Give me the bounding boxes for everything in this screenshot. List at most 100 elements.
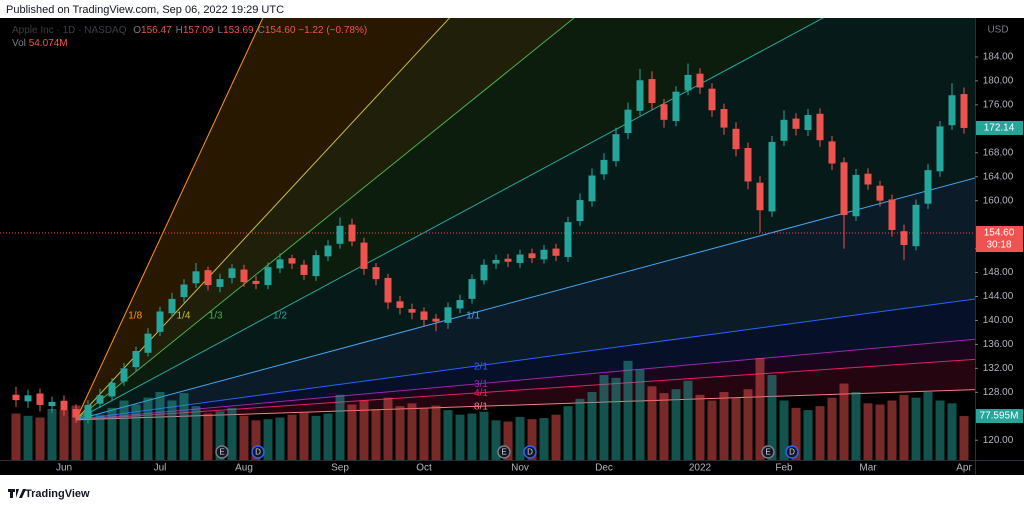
volume-bar	[11, 413, 21, 460]
y-tick-label: 164.00	[983, 171, 1014, 182]
x-tick-label: Jul	[154, 463, 167, 474]
volume-bar	[95, 414, 105, 460]
candle-body	[336, 225, 344, 244]
candle-body	[204, 270, 212, 286]
volume-bar	[323, 413, 333, 460]
volume-bar	[587, 392, 597, 460]
candle-body	[384, 277, 392, 303]
candle-body	[804, 115, 812, 130]
volume-bar	[407, 403, 417, 460]
candle-body	[900, 231, 908, 245]
volume-bar	[167, 400, 177, 460]
candle-body	[552, 248, 560, 256]
candle-body	[912, 204, 920, 247]
volume-bar	[815, 406, 825, 460]
change: −1.22 (−0.78%)	[298, 25, 368, 36]
candle-body	[864, 173, 872, 185]
candle-body	[300, 264, 308, 275]
y-tick-label: 184.00	[983, 52, 1014, 63]
volume-bar	[899, 394, 909, 460]
y-tick-label: 168.00	[983, 147, 1014, 158]
ohlc-key: O	[133, 25, 142, 36]
plot: 1/8 1/4 1/3 1/2 1/1 2/1 3/14/1 8/1	[0, 18, 975, 460]
volume-last-box	[976, 409, 1023, 424]
event-label: E	[501, 448, 506, 457]
candle-body	[396, 301, 404, 308]
volume-bar	[707, 400, 717, 460]
ohlc-key: H	[175, 25, 183, 36]
candle-body	[360, 242, 368, 269]
candle-body	[684, 74, 692, 91]
candle-body	[636, 80, 644, 111]
candle-body	[504, 258, 512, 262]
candle-body	[372, 267, 380, 280]
event-label: E	[765, 448, 770, 457]
event-label: D	[527, 448, 533, 457]
volume-bar	[107, 407, 117, 460]
x-tick-label: Apr	[956, 463, 972, 474]
volume-bar	[731, 397, 741, 460]
candle-body	[540, 249, 548, 260]
volume-bar	[191, 406, 201, 460]
candle-body	[156, 311, 164, 332]
volume-bar	[23, 415, 33, 460]
candle-body	[576, 200, 584, 222]
fan-label: 4/1	[474, 388, 488, 399]
fan-line	[75, 18, 575, 421]
last-price-label: 172.14	[984, 123, 1015, 134]
footer-logo	[8, 489, 26, 498]
x-tick-label: Dec	[595, 463, 613, 474]
fan-label: 1/2	[273, 311, 287, 322]
x-tick-label: Nov	[511, 463, 529, 474]
fan-line	[75, 18, 824, 421]
volume-bar	[611, 377, 621, 460]
volume-bar	[419, 407, 429, 460]
ohlc-value: 154.60	[264, 25, 296, 36]
candle-body	[516, 254, 524, 263]
candle-body	[48, 401, 56, 407]
volume-bar	[743, 389, 753, 460]
y-tick-label: 176.00	[983, 99, 1014, 110]
candle-body	[744, 147, 752, 182]
event-marker	[523, 445, 537, 459]
y-tick-label: 144.00	[983, 291, 1014, 302]
candle-body	[468, 279, 476, 299]
candle-body	[408, 309, 416, 313]
volume-bar	[875, 404, 885, 460]
ohlc-key: C	[257, 25, 265, 36]
candle-body	[768, 141, 776, 212]
volume-bar	[779, 400, 789, 460]
ohlc-key: L	[217, 25, 224, 36]
volume-bar	[839, 383, 849, 460]
volume-bar	[659, 393, 669, 460]
candle-body	[168, 298, 176, 314]
volume-bar	[227, 407, 237, 460]
volume-key: Vol	[12, 38, 26, 49]
volume-bar	[215, 411, 225, 460]
y-tick-label: 132.00	[983, 363, 1014, 374]
fan-line	[75, 18, 451, 421]
legend-row: Vol 54.074M	[12, 37, 367, 50]
volume-bar	[35, 417, 45, 460]
volume-bar	[299, 411, 309, 460]
symbol: Apple Inc · 1D · NASDAQ	[12, 25, 127, 36]
volume-bar	[755, 358, 765, 460]
candle-body	[828, 141, 836, 164]
candle-body	[960, 94, 968, 128]
volume-bar	[467, 413, 477, 460]
fan-line	[75, 338, 975, 421]
volume-bar	[935, 400, 945, 460]
volume-bar	[515, 416, 525, 460]
currency: USD	[987, 25, 1008, 36]
volume-bar	[131, 404, 141, 460]
fan-label: 1/8	[128, 311, 142, 322]
candle-body	[480, 264, 488, 281]
volume-bar	[599, 375, 609, 460]
fan-label: 1/3	[209, 311, 223, 322]
volume-bar	[959, 416, 969, 460]
candle-body	[252, 280, 260, 284]
footer-brand: TradingView	[25, 488, 90, 500]
volume-bar	[251, 420, 261, 460]
x-tick-label: Sep	[331, 463, 349, 474]
